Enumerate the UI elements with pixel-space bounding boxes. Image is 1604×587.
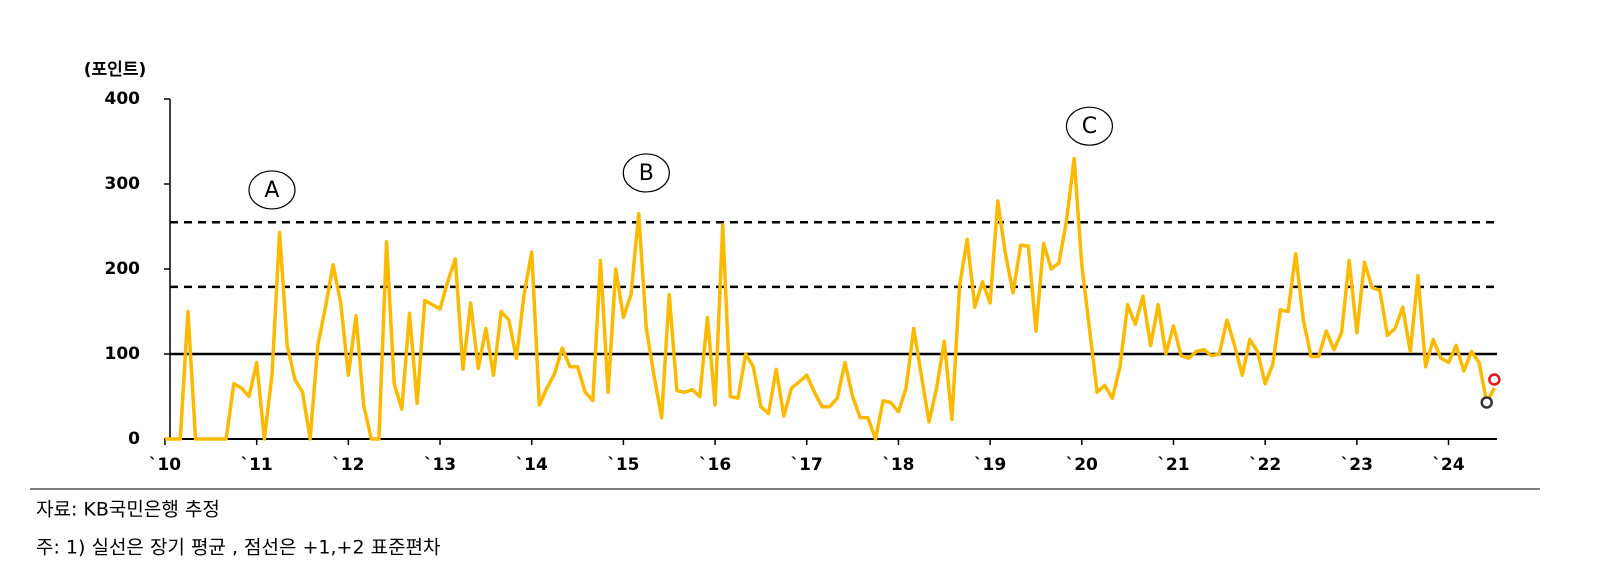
data-line: [165, 156, 1496, 441]
x-tick-label: `22: [1249, 455, 1281, 475]
x-tick-label: `18: [882, 455, 914, 475]
x-tick-label: `13: [424, 455, 456, 475]
y-tick-label: 100: [105, 344, 141, 364]
x-tick-label: `23: [1341, 455, 1373, 475]
annotation-circle: [248, 170, 296, 210]
x-tick-label: `12: [332, 455, 364, 475]
y-tick-label: 200: [105, 259, 141, 279]
point-marker: [1488, 373, 1501, 386]
footnote: 자료: KB국민은행 추정: [36, 499, 220, 521]
point-marker: [1480, 396, 1493, 409]
footnote: 주: 1) 실선은 장기 평균 , 점선은 +1,+2 표준편차: [36, 537, 441, 559]
annotation-label: A: [264, 178, 279, 203]
x-tick-label: `11: [241, 455, 273, 475]
x-tick-label: `10: [149, 455, 181, 475]
x-tick-label: `20: [1066, 455, 1098, 475]
x-tick-label: `19: [974, 455, 1006, 475]
y-tick-label: 300: [105, 174, 141, 194]
x-tick-label: `14: [516, 455, 548, 475]
y-tick-label: 400: [105, 89, 141, 109]
y-tick-label: 0: [128, 429, 140, 449]
annotation-label: B: [639, 161, 654, 186]
annotation-circle: [622, 153, 670, 193]
x-tick-label: `16: [699, 455, 731, 475]
x-tick-label: `24: [1432, 455, 1464, 475]
x-tick-label: `15: [607, 455, 639, 475]
x-tick-label: `17: [791, 455, 823, 475]
y-axis-label: (포인트): [84, 60, 146, 80]
annotation-circle: [1065, 106, 1114, 146]
annotation-label: C: [1082, 114, 1097, 139]
x-tick-label: `21: [1157, 455, 1189, 475]
